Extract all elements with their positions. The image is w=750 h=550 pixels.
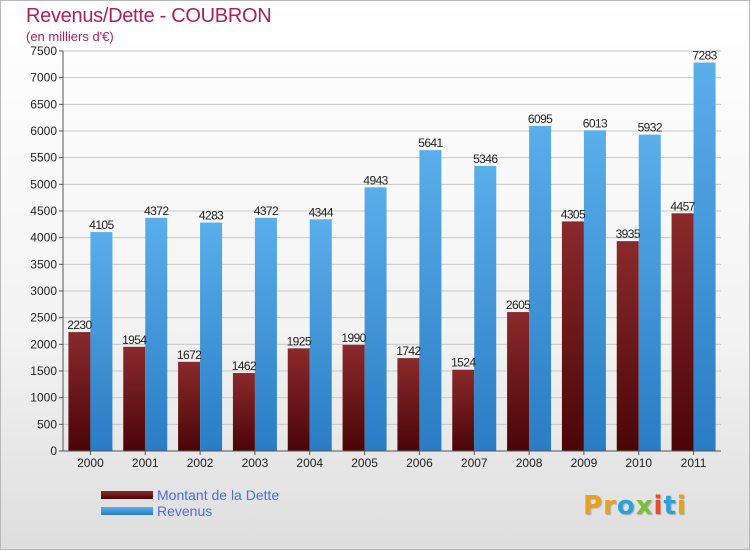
bar-dette — [507, 312, 530, 451]
data-label-revenus: 5932 — [638, 121, 663, 135]
chart-subtitle: (en milliers d'€) — [26, 29, 114, 44]
data-label-dette: 4457 — [670, 199, 695, 213]
x-tick-label: 2002 — [187, 456, 214, 470]
y-tick-label: 2500 — [30, 311, 57, 325]
bar-dette — [397, 358, 420, 451]
data-label-revenus: 5641 — [418, 136, 443, 150]
data-label-revenus: 6013 — [583, 116, 608, 130]
bar-revenus — [638, 134, 661, 452]
bar-dette — [178, 361, 201, 451]
y-tick-label: 7000 — [30, 71, 57, 85]
x-tick-label: 2004 — [296, 456, 323, 470]
data-label-dette: 1990 — [341, 331, 366, 345]
x-tick-label: 2008 — [516, 456, 543, 470]
legend-swatch-dette — [101, 491, 153, 499]
bar-dette — [561, 221, 584, 451]
data-label-revenus: 7283 — [692, 49, 717, 63]
y-tick-label: 6000 — [30, 124, 57, 138]
y-tick-label: 4000 — [30, 231, 57, 245]
x-tick-label: 2000 — [77, 456, 104, 470]
logo-letter: t — [663, 491, 677, 521]
legend-label-revenus: Revenus — [157, 503, 213, 519]
bar-revenus — [90, 232, 113, 451]
bar-revenus — [200, 222, 223, 451]
bar-revenus — [474, 165, 497, 451]
data-label-dette: 1672 — [177, 348, 202, 362]
bar-revenus — [419, 150, 442, 451]
data-label-dette: 1462 — [232, 359, 257, 373]
bar-revenus — [145, 217, 168, 451]
legend-swatch-revenus — [101, 507, 153, 515]
data-label-revenus: 4372 — [254, 204, 279, 218]
y-tick-label: 4500 — [30, 204, 57, 218]
legend: Montant de la Dette Revenus — [101, 487, 279, 519]
bar-dette — [671, 213, 694, 451]
y-tick-label: 500 — [37, 417, 57, 431]
legend-item-revenus: Revenus — [101, 503, 279, 519]
data-label-dette: 1954 — [122, 333, 147, 347]
x-tick-label: 2007 — [461, 456, 488, 470]
y-tick-label: 5500 — [30, 151, 57, 165]
x-tick-label: 2006 — [406, 456, 433, 470]
y-tick-label: 0 — [50, 444, 57, 458]
y-tick-label: 2000 — [30, 337, 57, 351]
bar-revenus — [529, 125, 552, 451]
data-label-dette: 1742 — [396, 344, 421, 358]
legend-item-dette: Montant de la Dette — [101, 487, 279, 503]
x-tick-label: 2005 — [351, 456, 378, 470]
bar-dette — [287, 348, 310, 451]
data-label-dette: 2605 — [506, 298, 531, 312]
logo-letter: i — [676, 491, 687, 521]
data-label-revenus: 4344 — [309, 205, 334, 219]
bar-revenus — [254, 217, 277, 451]
data-label-revenus: 4943 — [363, 173, 388, 187]
bar-revenus — [693, 62, 716, 451]
data-label-dette: 4305 — [561, 207, 586, 221]
bar-dette — [452, 369, 475, 451]
y-tick-label: 7500 — [30, 44, 57, 58]
bar-dette — [342, 344, 365, 451]
data-label-revenus: 5346 — [473, 152, 498, 166]
x-tick-label: 2001 — [132, 456, 159, 470]
bar-revenus — [309, 219, 332, 451]
proxiti-logo: Proxiti — [583, 491, 687, 521]
data-label-revenus: 4372 — [144, 204, 169, 218]
y-tick-label: 5000 — [30, 177, 57, 191]
y-tick-label: 3000 — [30, 284, 57, 298]
chart-title: Revenus/Dette - COUBRON — [26, 5, 272, 27]
y-tick-label: 1500 — [30, 364, 57, 378]
bar-dette — [616, 241, 639, 451]
bar-revenus — [364, 187, 387, 451]
x-tick-label: 2010 — [625, 456, 652, 470]
logo-letter: r — [603, 491, 617, 521]
data-label-revenus: 4283 — [199, 209, 224, 223]
y-tick-label: 1000 — [30, 391, 57, 405]
logo-letter: i — [653, 491, 664, 521]
bar-dette — [232, 373, 255, 451]
bar-revenus — [583, 130, 606, 451]
data-label-revenus: 6095 — [528, 112, 553, 126]
bar-dette — [123, 346, 146, 451]
data-label-dette: 1524 — [451, 356, 476, 370]
y-tick-label: 6500 — [30, 97, 57, 111]
x-tick-label: 2003 — [242, 456, 269, 470]
logo-letter: o — [616, 491, 636, 521]
data-label-dette: 2230 — [67, 318, 92, 332]
data-label-dette: 3935 — [616, 227, 641, 241]
legend-label-dette: Montant de la Dette — [157, 487, 280, 503]
y-tick-label: 3500 — [30, 257, 57, 271]
bar-dette — [68, 332, 91, 451]
x-tick-label: 2009 — [571, 456, 598, 470]
logo-letter: P — [583, 491, 604, 521]
x-tick-label: 2011 — [681, 456, 707, 470]
data-label-revenus: 4105 — [89, 218, 114, 232]
data-label-dette: 1925 — [287, 334, 312, 348]
logo-letter: x — [635, 491, 654, 521]
